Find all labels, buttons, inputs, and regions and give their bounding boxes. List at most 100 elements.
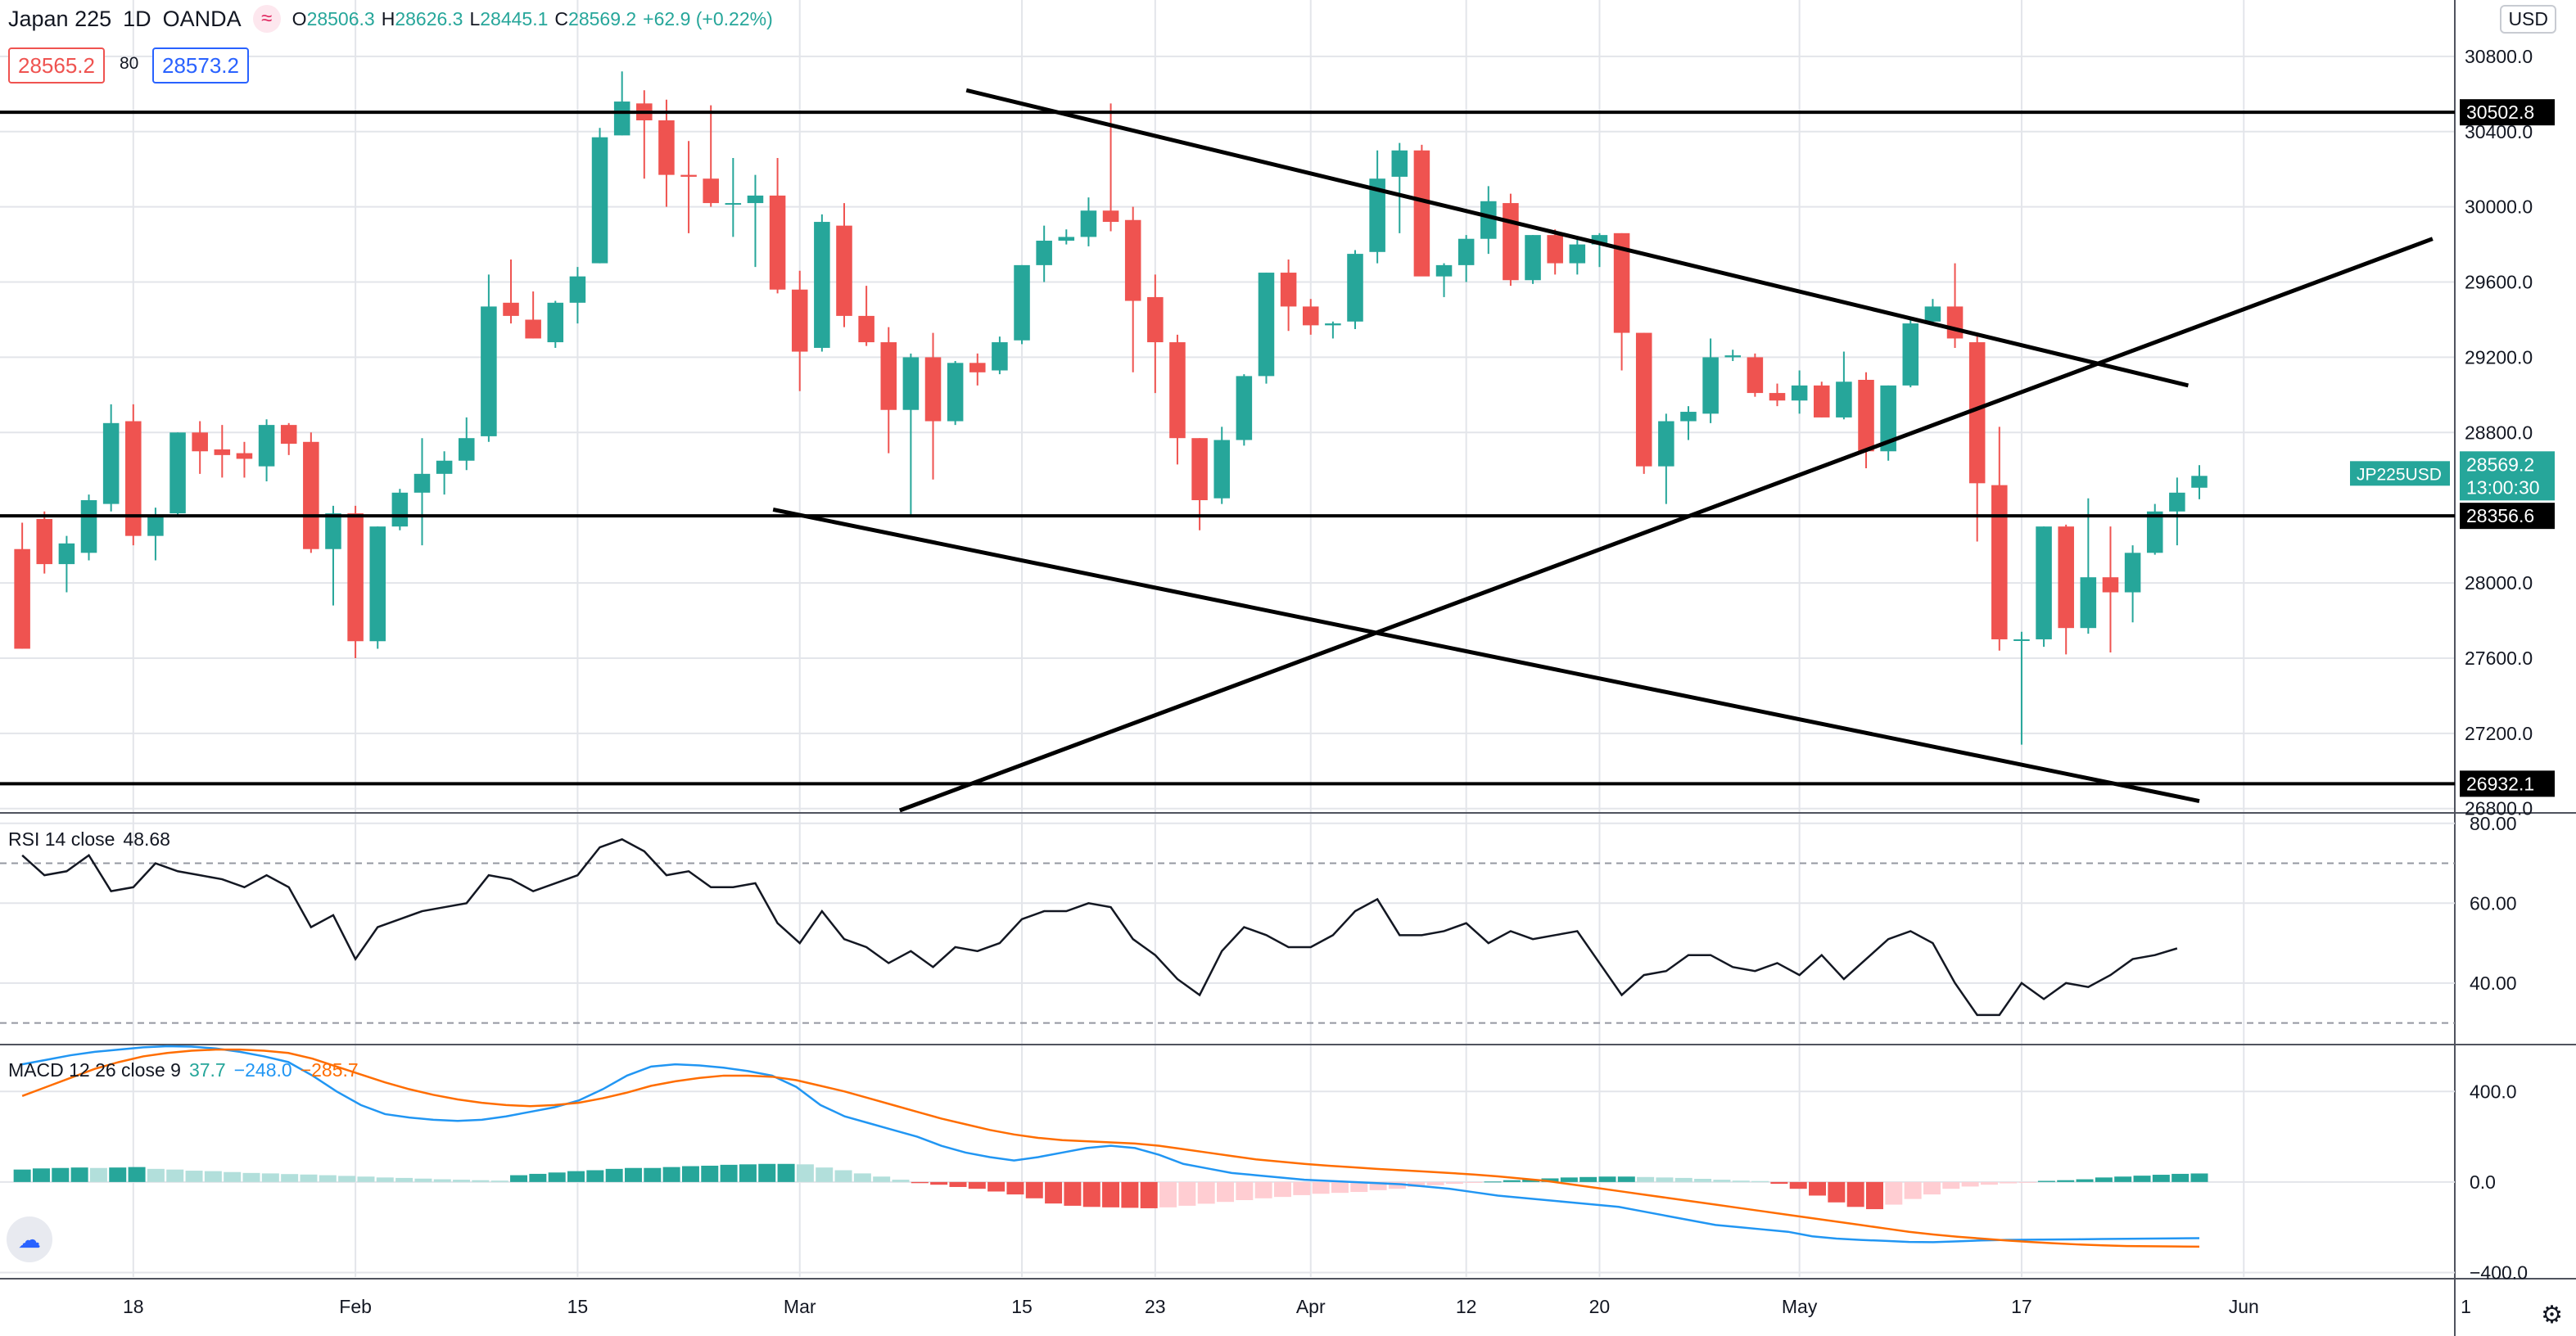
macd-histogram-bar [644,1167,662,1182]
price-tick-label: 30800.0 [2465,46,2533,67]
macd-histogram-bar [414,1178,432,1182]
time-tick-label: Feb [339,1296,372,1317]
macd-histogram-bar [1828,1181,1846,1203]
candle-body [1191,438,1208,500]
buy-button[interactable]: 28573.2 [152,47,249,84]
candle-body [1813,385,1830,418]
time-tick-label: 15 [1011,1296,1033,1317]
macd-histogram-bar [281,1174,299,1182]
candle-body [1747,357,1764,394]
candle-body [1769,393,1786,401]
symbol-name[interactable]: Japan 225 [8,6,112,31]
macd-histogram-bar [2152,1175,2170,1182]
macd-legend: MACD 12 26 close 9 37.7 −248.0 −285.7 [8,1059,359,1081]
candle-body [236,453,253,459]
level-price-label: 28356.6 [2466,505,2534,526]
macd-histogram-bar [1025,1181,1043,1198]
macd-histogram-bar [2037,1180,2055,1182]
macd-histogram-bar [1465,1181,1483,1183]
candle-body [347,513,364,642]
macd-histogram-bar [1522,1179,1540,1182]
macd-histogram-bar [2095,1177,2113,1182]
signal-line [21,1048,2199,1248]
currency-button[interactable]: USD [2500,5,2556,34]
macd-histogram-bar [681,1166,699,1182]
sell-button[interactable]: 28565.2 [8,47,105,84]
candle-body [325,513,341,549]
candle-body [1102,210,1119,223]
macd-histogram-bar [453,1180,471,1182]
price-tick-label: 30000.0 [2465,196,2533,218]
macd-histogram-bar [796,1164,814,1182]
macd-histogram-bar [1331,1181,1349,1194]
macd-histogram-bar [1656,1177,1674,1182]
macd-histogram-bar [1408,1181,1426,1187]
candle-body [1347,254,1363,322]
macd-histogram-bar [853,1173,871,1182]
candle-body [1858,379,1874,452]
candle-body [1503,203,1519,281]
candle-body [1680,412,1697,422]
macd-histogram-bar [166,1169,184,1182]
macd-histogram-bar [834,1170,852,1182]
candle-body [1213,440,1230,499]
candle-body [1124,219,1141,301]
price-tick-label: 26800.0 [2465,798,2533,819]
candle-body [1613,232,1630,333]
macd-histogram-bar [1617,1176,1635,1182]
macd-histogram-bar [1236,1181,1254,1200]
macd-histogram-bar [1846,1181,1864,1207]
high-label: H [381,7,395,29]
macd-histogram-bar [2133,1176,2151,1182]
candle-body [858,315,874,343]
candle-body [36,518,53,565]
candle-body [1036,241,1052,265]
candle-body [414,473,431,493]
macd-histogram-bar [128,1167,146,1182]
candle-body [1635,332,1652,467]
candle-body [814,222,830,348]
macd-histogram-bar [1961,1181,1979,1187]
candle-body [2058,526,2074,629]
price-tick-label: 27200.0 [2465,723,2533,744]
candle-body [1413,150,1430,277]
candle-body [14,548,30,649]
macd-histogram-bar [605,1168,623,1182]
macd-histogram-bar [2076,1179,2094,1182]
macd-histogram-bar [873,1176,891,1182]
wave-icon[interactable]: ≈ [252,5,281,33]
falling-support-line [772,508,2200,803]
macd-histogram-bar [1197,1181,1215,1204]
candle-body [503,302,519,316]
macd-line [21,1045,2200,1243]
time-tick-label: 18 [123,1296,144,1317]
high-value: 28626.3 [395,7,463,29]
macd-histogram-bar [1178,1181,1196,1206]
candle-body [369,526,386,642]
level-price-tag [2460,503,2555,530]
candle-body [1258,273,1275,377]
macd-histogram-bar [968,1181,986,1189]
open-label: O [291,7,307,29]
candle-body [703,178,719,204]
macd-histogram-bar [816,1167,834,1182]
candle-body [791,289,808,352]
macd-hist-value: 37.7 [188,1059,226,1081]
macd-histogram-bar [949,1181,967,1187]
candle-body [1325,323,1341,326]
interval-label[interactable]: 1D [123,6,151,31]
candle-body [747,195,764,204]
gear-icon[interactable]: ⚙ [2541,1302,2563,1329]
tradingview-logo-icon[interactable]: ☁ [7,1216,52,1262]
candle-body [391,492,409,527]
last-price-label: 28569.2 [2466,454,2534,475]
macd-histogram-bar [242,1172,260,1182]
level-price-label: 30502.8 [2466,102,2534,123]
candle-body [102,422,120,504]
macd-histogram-bar [2000,1181,2018,1184]
macd-histogram-bar [1312,1181,1330,1194]
macd-histogram-bar [1254,1181,1272,1198]
macd-histogram-bar [1484,1181,1502,1183]
macd-title: MACD 12 26 close 9 [8,1059,181,1081]
